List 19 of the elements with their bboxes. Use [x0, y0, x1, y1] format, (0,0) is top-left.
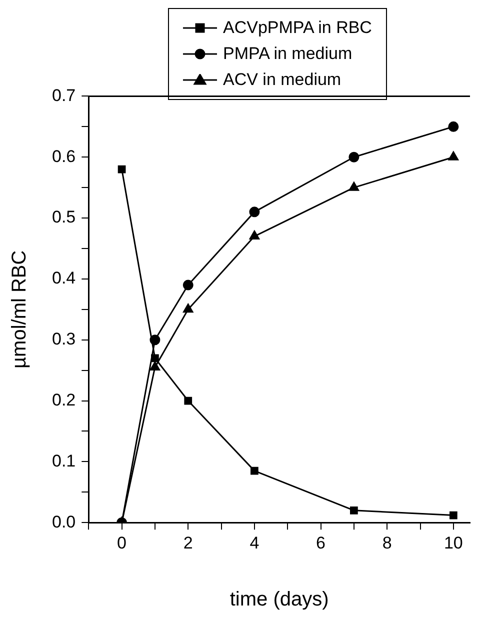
y-tick-label: 0.3	[52, 330, 76, 349]
y-axis-title: µmol/ml RBC	[8, 250, 31, 368]
x-tick-label: 10	[444, 533, 463, 552]
y-tick-label: 0.7	[52, 86, 76, 105]
x-tick-label: 2	[183, 533, 193, 552]
legend-label: PMPA in medium	[223, 44, 352, 64]
text: 0.0	[52, 512, 76, 532]
y-tick-label: 0.1	[52, 451, 76, 470]
x-tick-label: 6	[316, 533, 326, 552]
legend-label: ACV in medium	[223, 70, 342, 90]
x-tick-label: 8	[382, 533, 392, 552]
legend-label: ACVpPMPA in RBC	[223, 18, 372, 38]
x-tick-label: 0	[117, 533, 127, 552]
x-tick-label: 4	[250, 533, 260, 552]
y-tick-label: 0.6	[52, 146, 76, 166]
y-tick-label: 0.2	[52, 390, 76, 410]
y-tick-label: 0.4	[52, 268, 76, 288]
y-tick-label: 0.5	[52, 208, 76, 227]
x-axis-title: time (days)	[230, 588, 329, 611]
